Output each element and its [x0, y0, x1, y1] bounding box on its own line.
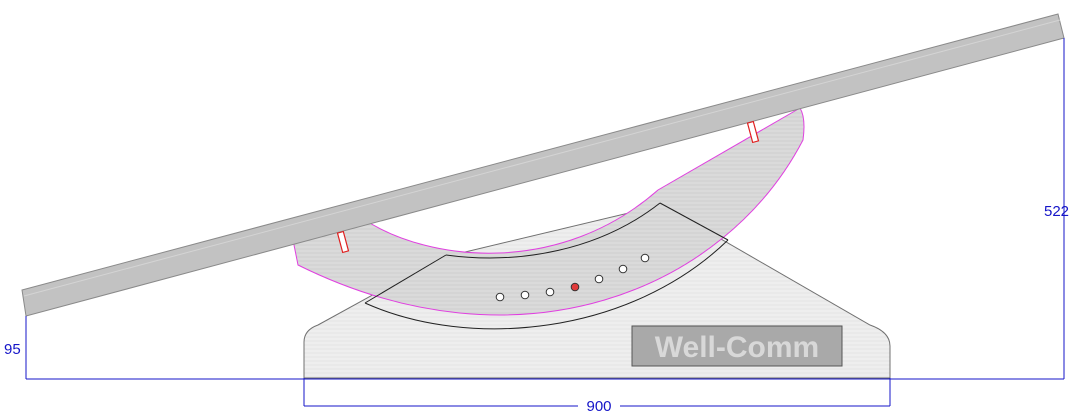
tilted-panel-highlight	[23, 19, 1061, 297]
cradle-inner-edge	[445, 202, 661, 259]
cradle-base-seam-right	[659, 202, 729, 241]
dimension-base-width: 900	[586, 398, 611, 415]
marker-right	[746, 120, 760, 144]
indicator-dot	[495, 292, 505, 302]
marker-left	[336, 230, 350, 254]
dimension-top-height: 522	[1044, 203, 1069, 220]
indicator-dot	[618, 264, 628, 274]
indicator-dot-active	[570, 282, 580, 292]
cradle-lower-edge	[364, 239, 729, 330]
dimension-lines	[25, 38, 1065, 407]
indicator-dot	[545, 287, 555, 297]
logo-text: Well-Comm	[655, 331, 819, 364]
cradle-base-seam-left	[364, 254, 447, 304]
indicator-dot	[520, 290, 530, 300]
cradle-arc	[292, 107, 805, 316]
dimension-bottom-height: 95	[4, 341, 21, 358]
indicator-dot	[594, 274, 604, 284]
indicator-dot	[640, 253, 650, 263]
logo-plate: Well-Comm	[631, 325, 843, 367]
indicator-dots	[495, 253, 650, 302]
